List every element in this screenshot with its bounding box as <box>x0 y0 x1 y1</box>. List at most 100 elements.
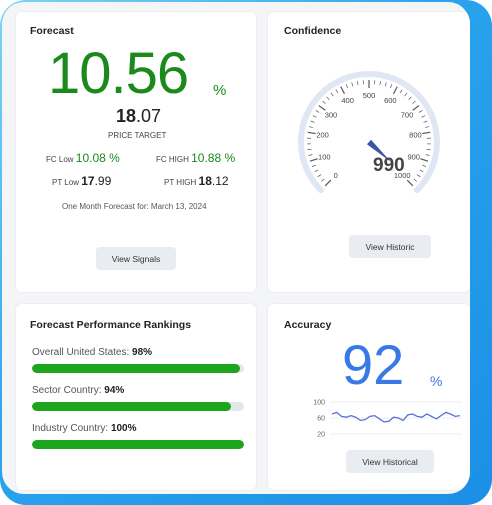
gauge-major-tick <box>340 86 346 95</box>
gauge-minor-tick <box>419 169 424 173</box>
view-historic-button[interactable]: View Historic <box>349 235 431 258</box>
fc-high-value: 10.88 % <box>191 151 236 165</box>
pt-low-value: 17.99 <box>81 174 112 188</box>
gauge-minor-tick <box>314 169 319 173</box>
accuracy-value: 92 <box>342 333 405 396</box>
forecast-title: Forecast <box>30 25 74 37</box>
gauge-minor-tick <box>399 89 403 94</box>
confidence-card: Confidence 0 100 200 300 400 500 600 700 800 900 1… <box>268 12 470 292</box>
accuracy-title: Accuracy <box>284 319 332 331</box>
rank-value-overall: 98% <box>132 347 153 358</box>
view-signals-button[interactable]: View Signals <box>96 247 176 270</box>
confidence-value: 990 <box>373 155 405 176</box>
gauge-major-tick <box>412 105 420 111</box>
gauge-minor-tick <box>421 115 426 118</box>
gauge-minor-tick <box>425 126 430 128</box>
fc-high: FC HIGH 10.88 % <box>156 151 235 165</box>
price-target-label: PRICE TARGET <box>108 131 167 140</box>
gauge-minor-tick <box>345 84 348 89</box>
fc-low-label: FC Low <box>46 155 74 164</box>
gauge-minor-tick <box>315 110 320 113</box>
gauge-minor-tick <box>425 154 430 156</box>
gauge-minor-tick <box>351 82 354 87</box>
gauge-major-tick <box>420 158 429 162</box>
confidence-title: Confidence <box>284 25 342 37</box>
gauge-minor-tick <box>330 92 334 97</box>
gauge-minor-tick <box>408 96 412 100</box>
sparkline-tick-label: 100 <box>313 400 325 407</box>
gauge-tick-label: 1000 <box>394 171 411 180</box>
price-target-int: 18 <box>116 106 137 126</box>
accuracy-unit: % <box>430 373 443 389</box>
gauge-minor-tick <box>321 178 325 182</box>
gauge-minor-tick <box>326 96 330 100</box>
rank-bar-industry <box>32 440 244 449</box>
pt-high: PT HIGH 18.12 <box>164 174 229 188</box>
gauge-minor-tick <box>418 110 423 113</box>
gauge-major-tick <box>324 179 332 187</box>
gauge-tick-label: 900 <box>407 153 420 162</box>
rank-value-sector: 94% <box>104 385 125 396</box>
rankings-title: Forecast Performance Rankings <box>30 319 192 331</box>
gauge-tick-label: 200 <box>316 131 329 140</box>
forecast-note: One Month Forecast for: March 13, 2024 <box>62 202 207 211</box>
sparkline-tick-label: 60 <box>317 416 325 423</box>
price-target-dec: .07 <box>136 106 162 126</box>
fc-low: FC Low 10.08 % <box>46 151 120 165</box>
rank-label-industry: Industry Country: 100% <box>32 423 137 434</box>
rank-fill-overall <box>32 364 240 373</box>
gauge-tick-label: 700 <box>401 110 414 119</box>
gauge-tick-label: 300 <box>325 110 338 119</box>
gauge-major-tick <box>406 179 414 187</box>
gauge-minor-tick <box>317 174 322 178</box>
gauge-minor-tick <box>308 154 313 156</box>
view-historical-button[interactable]: View Historical <box>346 450 434 473</box>
gauge-minor-tick <box>416 174 421 178</box>
pt-high-value: 18.12 <box>198 174 229 188</box>
gauge-major-tick <box>309 158 318 162</box>
gauge-tick-label: 400 <box>341 96 354 105</box>
gauge-minor-tick <box>379 81 381 86</box>
forecast-value: 10.56 <box>48 41 189 106</box>
gauge-tick-label: 800 <box>409 131 422 140</box>
fc-high-label: FC HIGH <box>156 155 189 164</box>
sparkline-series <box>331 411 461 423</box>
gauge-minor-tick <box>307 148 312 151</box>
rank-bar-overall <box>32 364 244 373</box>
accuracy-sparkline: 100 60 20 <box>313 400 462 439</box>
pt-low: PT Low 17.99 <box>52 174 111 188</box>
forecast-card: Forecast 10.56 % 18.07 PRICE TARGET FC L… <box>16 12 256 292</box>
pt-low-label: PT Low <box>52 178 79 187</box>
sparkline-tick-label: 20 <box>317 432 325 439</box>
gauge-minor-tick <box>357 81 359 86</box>
rank-label-overall: Overall United States: 98% <box>32 347 153 358</box>
gauge-tick-label: 100 <box>318 153 331 162</box>
gauge-minor-tick <box>422 164 427 167</box>
gauge-minor-tick <box>312 115 317 118</box>
gauge-major-tick <box>307 131 316 135</box>
gauge-needle <box>366 139 392 163</box>
gauge-minor-tick <box>322 100 326 104</box>
gauge-minor-tick <box>412 100 416 104</box>
gauge-tick-label: 0 <box>334 171 338 180</box>
gauge-minor-tick <box>335 89 339 94</box>
gauge-minor-tick <box>404 92 408 97</box>
rankings-card: Forecast Performance Rankings Overall Un… <box>16 304 256 490</box>
rank-label-sector: Sector Country: 94% <box>32 385 125 396</box>
gauge-minor-tick <box>310 120 315 123</box>
gauge-major-tick <box>422 131 431 135</box>
gauge-minor-tick <box>308 126 313 128</box>
gauge-major-tick <box>318 105 326 111</box>
rank-fill-sector <box>32 402 232 411</box>
gauge-tick-label: 600 <box>384 96 397 105</box>
gauge-minor-tick <box>311 164 316 167</box>
gauge-minor-tick <box>426 148 431 151</box>
accuracy-card: Accuracy 92 % 100 60 20 View Historical <box>268 304 470 490</box>
gauge-arc <box>298 71 440 194</box>
gauge-minor-tick <box>413 178 417 182</box>
rank-value-industry: 100% <box>110 423 137 434</box>
rank-fill-industry <box>32 440 244 449</box>
rank-bar-sector <box>32 402 244 411</box>
gauge-tick-label: 500 <box>363 91 376 100</box>
gauge-minor-tick <box>390 84 393 89</box>
